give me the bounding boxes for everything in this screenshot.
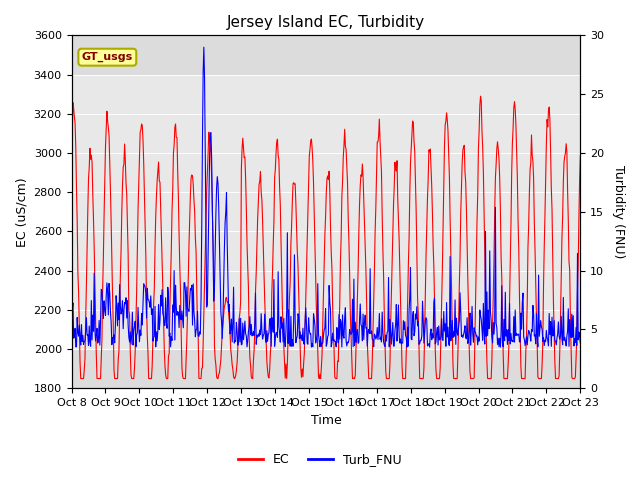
Bar — [72, 74, 580, 349]
Text: GT_usgs: GT_usgs — [82, 52, 133, 62]
Y-axis label: EC (uS/cm): EC (uS/cm) — [15, 177, 28, 247]
X-axis label: Time: Time — [310, 414, 341, 427]
Y-axis label: Turbidity (FNU): Turbidity (FNU) — [612, 165, 625, 259]
Title: Jersey Island EC, Turbidity: Jersey Island EC, Turbidity — [227, 15, 425, 30]
Legend: EC, Turb_FNU: EC, Turb_FNU — [233, 448, 407, 471]
